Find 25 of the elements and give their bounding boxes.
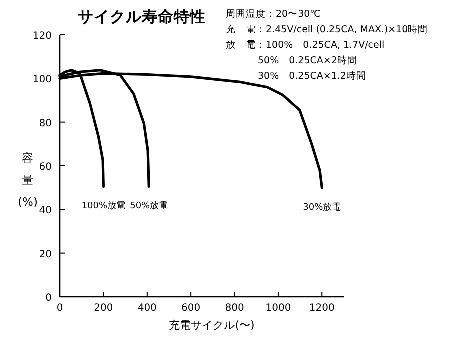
annotation: 50% 0.25CA×2時間 xyxy=(258,54,358,66)
x-tick-label: 600 xyxy=(182,303,201,314)
x-tick-label: 800 xyxy=(225,303,244,314)
text: 50%放電 xyxy=(130,200,168,212)
annotation: 30% 0.25CA×1.2時間 xyxy=(258,70,366,82)
y-tick-label: 60 xyxy=(39,162,52,173)
text: 30%放電 xyxy=(303,202,342,213)
y-tick-label: 20 xyxy=(39,249,52,260)
x-axis-title: 充電サイクル(〜) xyxy=(169,319,255,332)
y-tick-label: 40 xyxy=(39,206,52,217)
x-tick-label: 200 xyxy=(94,303,114,314)
x-tick-label: 400 xyxy=(138,303,157,314)
text: 周囲温度：20〜30℃ xyxy=(226,8,322,20)
y-tick-label: 80 xyxy=(39,118,52,130)
x-tick-label: 1000 xyxy=(266,303,292,314)
y-tick-label: 100 xyxy=(32,74,52,86)
x-tick-label: 1200 xyxy=(309,303,335,314)
annotation: 放 電：100% 0.25CA, 1.7V/cell xyxy=(226,40,385,51)
y-tick-label: 120 xyxy=(32,31,52,42)
y-axis-title: 容量(%) xyxy=(18,151,38,209)
chart-title: サイクル寿命特性 xyxy=(78,8,206,26)
y-tick-label: 0 xyxy=(46,293,52,304)
x-tick-label: 0 xyxy=(56,303,64,314)
annotation: 充 電：2.45V/cell (0.25CA, MAX.)×10時間 xyxy=(226,24,428,36)
text: 100%放電 xyxy=(82,200,126,212)
